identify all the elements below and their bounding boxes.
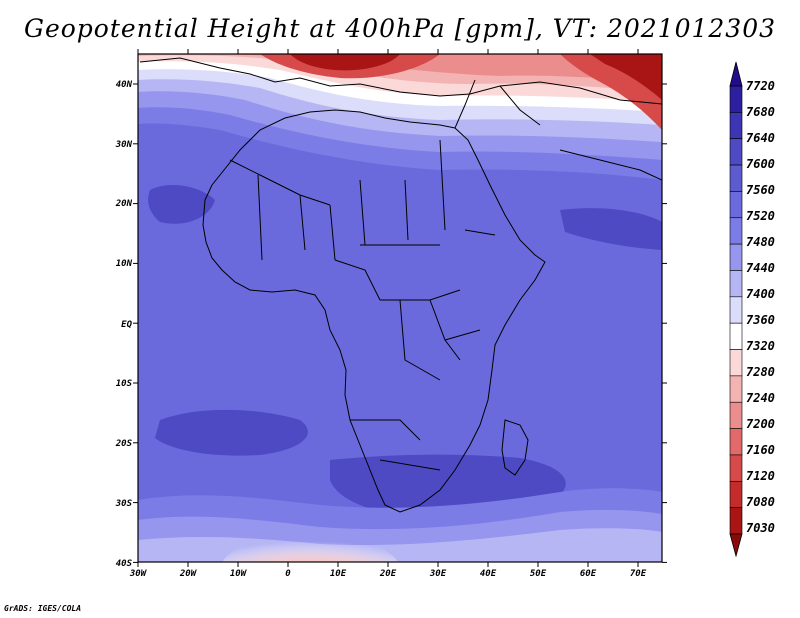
colorbar-label-7720: 7720	[746, 79, 775, 93]
colorbar-swatch	[729, 112, 743, 140]
colorbar-swatch	[729, 270, 743, 298]
colorbar-swatches	[729, 85, 743, 535]
colorbar-label-7320: 7320	[746, 339, 775, 353]
colorbar-swatch	[729, 138, 743, 166]
lon-label-10W: 10W	[230, 569, 248, 579]
map-title: Geopotential Height at 400hPa [gpm], VT:…	[23, 14, 777, 43]
colorbar-label-7480: 7480	[746, 235, 775, 249]
lon-label-30E: 30E	[429, 569, 447, 579]
colorbar-swatch	[729, 243, 743, 271]
colorbar-swatch	[729, 401, 743, 429]
colorbar-label-7680: 7680	[746, 105, 775, 119]
lon-label-30W: 30W	[129, 569, 148, 579]
colorbar-labels: 7720 7680 7640 7600 7560 7520 7480 7440 …	[746, 79, 775, 535]
colorbar-label-7160: 7160	[746, 443, 775, 457]
colorbar-swatch	[729, 217, 743, 245]
colorbar-swatch	[729, 349, 743, 377]
lon-label-60E: 60E	[580, 569, 597, 579]
lon-label-40E: 40E	[480, 569, 497, 579]
colorbar-swatch	[729, 191, 743, 219]
lat-label-10S: 10S	[116, 379, 133, 389]
latitude-axis: 40N 30N 20N 10N EQ 10S 20S 30S 40S	[115, 80, 133, 569]
colorbar-swatch	[729, 428, 743, 456]
colorbar-label-7520: 7520	[746, 209, 775, 223]
colorbar-bottom-arrow	[729, 533, 743, 558]
height-field	[138, 54, 662, 562]
lat-label-20S: 20S	[115, 439, 133, 449]
lat-label-10N: 10N	[116, 259, 133, 269]
lon-label-50E: 50E	[530, 569, 547, 579]
colorbar-label-7240: 7240	[746, 391, 775, 405]
colorbar-label-7360: 7360	[746, 313, 775, 327]
colorbar-label-7400: 7400	[746, 287, 775, 301]
colorbar-label-7120: 7120	[746, 469, 775, 483]
longitude-axis: 30W 20W 10W 0 10E 20E 30E 40E 50E 60E 70…	[129, 569, 647, 579]
lat-label-40S: 40S	[116, 559, 133, 569]
colorbar-swatch	[729, 322, 743, 350]
colorbar-label-7200: 7200	[746, 417, 775, 431]
lon-label-70E: 70E	[630, 569, 647, 579]
colorbar-swatch	[729, 454, 743, 482]
axis-ticks	[133, 49, 667, 567]
colorbar-label-7080: 7080	[746, 495, 775, 509]
colorbar-label-7600: 7600	[746, 157, 775, 171]
colorbar-swatch	[729, 480, 743, 508]
colorbar-swatch	[729, 85, 743, 113]
colorbar-label-7280: 7280	[746, 365, 775, 379]
lat-label-EQ: EQ	[121, 320, 132, 330]
colorbar-label-7560: 7560	[746, 183, 775, 197]
colorbar-label-7030: 7030	[746, 521, 775, 535]
colorbar: 7720 7680 7640 7600 7560 7520 7480 7440 …	[729, 61, 775, 558]
colorbar-swatch	[729, 164, 743, 192]
lat-label-20N: 20N	[115, 199, 133, 209]
credit-text: GrADS: IGES/COLA	[4, 604, 82, 613]
lon-label-10E: 10E	[330, 569, 347, 579]
lat-label-40N: 40N	[116, 80, 133, 90]
lon-label-0: 0	[285, 569, 291, 579]
africa-outline	[139, 57, 662, 513]
lat-label-30S: 30S	[115, 499, 133, 509]
colorbar-swatch	[729, 507, 743, 535]
colorbar-top-arrow	[729, 61, 743, 87]
colorbar-label-7440: 7440	[746, 261, 775, 275]
colorbar-label-7640: 7640	[746, 131, 775, 145]
lon-label-20E: 20E	[379, 569, 397, 579]
colorbar-swatch	[729, 375, 743, 403]
colorbar-swatch	[729, 296, 743, 324]
lat-label-30N: 30N	[115, 140, 133, 150]
plot-frame	[137, 53, 663, 563]
lon-label-20W: 20W	[179, 569, 198, 579]
